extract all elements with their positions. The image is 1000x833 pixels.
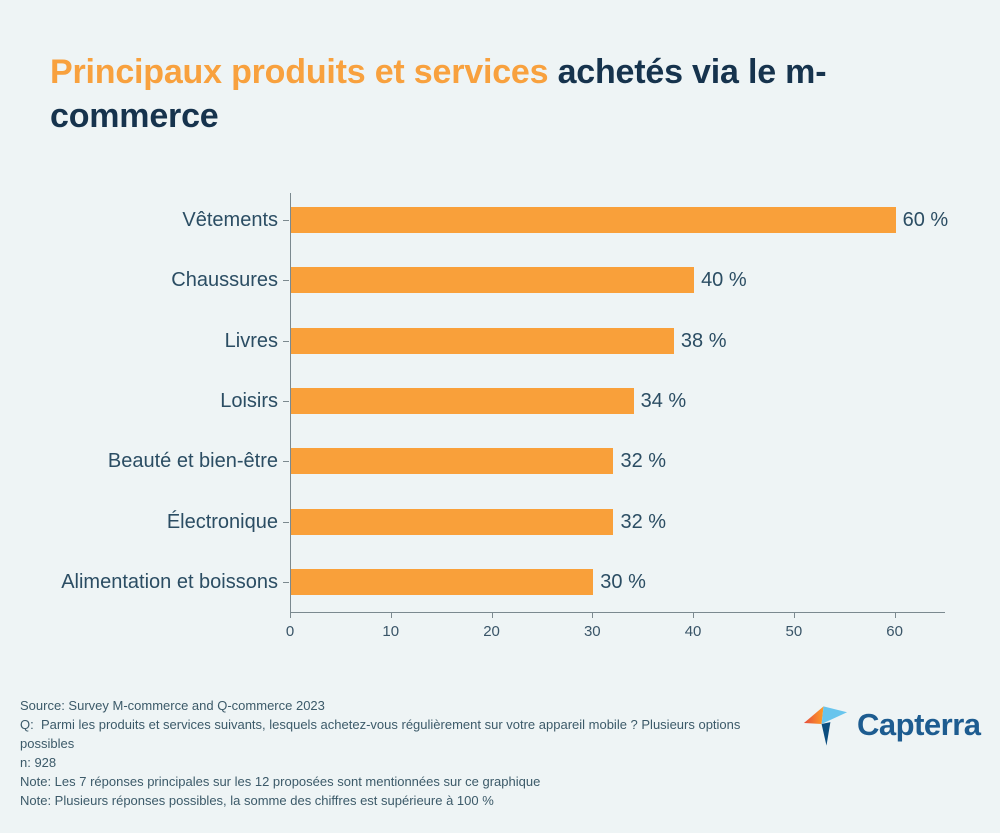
value-label: 32 % xyxy=(620,510,667,533)
category-label: Loisirs xyxy=(220,390,278,412)
x-tick-mark xyxy=(592,613,594,618)
page-title: Principaux produits et services achetés … xyxy=(50,50,940,138)
category-label: Vêtements xyxy=(182,209,278,232)
x-tick-mark xyxy=(390,613,392,618)
capterra-logo: Capterra xyxy=(802,702,981,748)
value-label: 32 % xyxy=(620,450,667,473)
y-tick-mark xyxy=(283,280,289,282)
footer-notes: Source: Survey M-commerce and Q-commerce… xyxy=(20,696,770,810)
x-tick-mark xyxy=(491,613,493,618)
bar xyxy=(291,568,594,595)
y-tick-mark xyxy=(283,340,289,342)
x-tick-label: 10 xyxy=(382,623,400,640)
bar xyxy=(291,448,614,475)
y-tick-mark xyxy=(283,220,289,222)
footer-note-line: Note: Les 7 réponses principales sur les… xyxy=(20,774,541,789)
y-tick-mark xyxy=(283,521,289,523)
capterra-logo-text: Capterra xyxy=(857,707,981,742)
bar xyxy=(291,508,614,535)
value-label: 60 % xyxy=(902,209,949,232)
x-tick-label: 20 xyxy=(483,623,500,640)
category-label: Beauté et bien-être xyxy=(107,450,278,473)
page-title-highlight: Principaux produits et services xyxy=(50,53,549,91)
y-tick-mark xyxy=(283,401,289,402)
x-tick-label: 0 xyxy=(285,623,295,640)
bar xyxy=(291,388,634,414)
footer-note-line: Q: Parmi les produits et services suivan… xyxy=(20,717,745,751)
value-label: 30 % xyxy=(600,570,646,593)
value-label: 34 % xyxy=(640,390,687,412)
x-tick-label: 60 xyxy=(886,623,903,640)
x-tick-mark xyxy=(894,613,896,618)
y-tick-mark xyxy=(283,581,289,583)
category-label: Livres xyxy=(224,329,278,352)
x-tick-label: 40 xyxy=(684,623,702,640)
y-tick-mark xyxy=(283,461,289,463)
value-label: 40 % xyxy=(701,269,747,292)
value-label: 38 % xyxy=(680,329,727,352)
x-tick-mark xyxy=(693,613,695,618)
bar xyxy=(291,267,695,294)
x-tick-mark xyxy=(290,613,291,618)
bar xyxy=(291,327,674,354)
y-axis-line xyxy=(290,193,291,613)
bar xyxy=(291,207,896,234)
capterra-logo-icon xyxy=(803,706,848,746)
x-tick-label: 50 xyxy=(785,623,803,640)
footer-note-line: Note: Plusieurs réponses possibles, la s… xyxy=(20,793,494,808)
footer-note-line: n: 928 xyxy=(20,755,57,770)
category-label: Alimentation et boissons xyxy=(61,570,278,593)
footer-note-line: Source: Survey M-commerce and Q-commerce… xyxy=(20,698,325,713)
category-label: Chaussures xyxy=(171,269,278,292)
category-label: Électronique xyxy=(166,510,278,533)
x-tick-mark xyxy=(793,613,795,618)
bar-chart: Vêtements 60 % Chaussures 40 % Livres 38 % Loi… xyxy=(0,190,1000,660)
page-title-rest: achetés via le m-commerce xyxy=(50,53,827,135)
x-tick-label: 30 xyxy=(583,623,601,640)
x-axis-line xyxy=(290,612,945,613)
